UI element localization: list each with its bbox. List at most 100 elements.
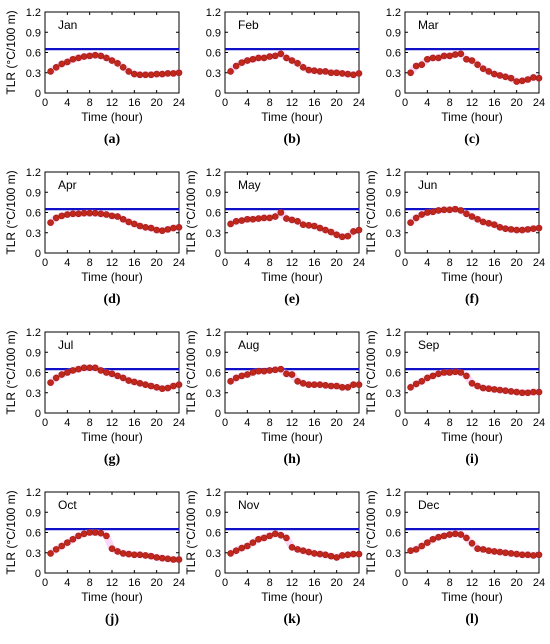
data-point [52, 64, 60, 71]
data-point [338, 384, 346, 391]
y-tick-label: 0.3 [26, 68, 41, 80]
data-point [125, 550, 133, 558]
data-point [440, 206, 448, 214]
data-point [355, 70, 363, 77]
data-point [474, 215, 481, 223]
x-tick-label: 8 [87, 97, 93, 109]
data-point [355, 226, 363, 234]
data-point [429, 535, 437, 543]
data-point [496, 548, 504, 556]
data-point [80, 53, 88, 60]
data-point [429, 208, 437, 216]
data-point [355, 550, 363, 558]
data-point [322, 382, 329, 389]
data-point [491, 70, 498, 78]
data-point [530, 225, 537, 232]
data-point [294, 377, 301, 385]
data-point [114, 372, 121, 380]
x-tick-label: 20 [511, 97, 523, 109]
data-point [58, 212, 66, 220]
data-point [238, 372, 246, 380]
y-tick-label: 1.2 [26, 167, 41, 179]
x-tick-label: 4 [424, 577, 430, 589]
data-point [58, 60, 66, 68]
data-point [249, 369, 257, 376]
data-point [350, 381, 357, 388]
data-point [424, 55, 431, 63]
data-point [333, 382, 340, 390]
x-tick-label: 16 [128, 577, 140, 589]
y-tick-label: 0.9 [386, 187, 401, 199]
y-tick-label: 1.2 [206, 487, 221, 499]
data-point [103, 369, 110, 376]
y-tick-label: 0.6 [26, 368, 41, 380]
data-point [311, 381, 318, 388]
data-point [232, 547, 240, 555]
data-point [418, 211, 426, 218]
data-point [474, 61, 481, 68]
data-point [518, 77, 526, 85]
data-point [91, 51, 99, 59]
data-point [227, 550, 234, 557]
panel-label: (d) [103, 292, 120, 307]
data-point [147, 71, 155, 79]
data-point [474, 382, 481, 390]
data-point [479, 65, 487, 72]
data-point [244, 542, 251, 550]
x-tick-label: 24 [533, 257, 545, 269]
data-point [468, 213, 476, 220]
data-point [429, 54, 437, 62]
data-point [485, 385, 493, 393]
data-point [491, 386, 498, 393]
data-point [535, 74, 543, 82]
data-point [338, 70, 346, 77]
data-point [535, 388, 543, 396]
y-tick-label: 0.3 [206, 388, 221, 400]
data-point [69, 367, 77, 374]
y-axis-label: TLR (°C/100 m) [184, 490, 198, 574]
y-tick-label: 0.9 [26, 347, 41, 359]
data-point [502, 387, 509, 395]
data-point [277, 365, 285, 373]
data-point [153, 226, 160, 234]
data-point [175, 69, 183, 77]
data-point [485, 547, 493, 555]
data-point [491, 548, 498, 555]
month-label: Jan [58, 18, 77, 32]
y-tick-label: 0 [35, 248, 41, 260]
panel-label: (j) [105, 612, 119, 627]
plot-area [224, 171, 360, 254]
data-point [47, 219, 54, 226]
x-tick-label: 8 [267, 257, 273, 269]
y-tick-label: 0 [395, 408, 401, 420]
data-point [232, 217, 240, 225]
data-point [131, 551, 138, 559]
data-point [227, 377, 234, 385]
y-tick-label: 0.3 [26, 388, 41, 400]
data-point [407, 219, 414, 226]
data-point [153, 70, 160, 78]
y-axis-label: TLR (°C/100 m) [364, 490, 378, 574]
data-point [244, 371, 251, 378]
data-point [136, 379, 144, 387]
data-point [299, 221, 307, 228]
x-axis-label: Time (hour) [261, 110, 323, 124]
data-point [266, 53, 273, 60]
data-point [97, 210, 105, 218]
x-tick-label: 16 [488, 417, 500, 429]
data-point [524, 226, 532, 233]
data-point [479, 218, 487, 226]
data-point [108, 212, 116, 220]
data-point [75, 532, 82, 540]
data-point [350, 228, 357, 235]
data-point [103, 54, 110, 62]
y-tick-label: 0 [215, 248, 221, 260]
data-point [412, 546, 420, 553]
data-point [463, 55, 470, 63]
data-point [232, 62, 240, 70]
data-point [507, 550, 515, 557]
data-point [496, 386, 504, 394]
y-tick-label: 1.2 [386, 327, 401, 339]
x-tick-label: 4 [64, 97, 70, 109]
x-tick-label: 0 [402, 417, 408, 429]
